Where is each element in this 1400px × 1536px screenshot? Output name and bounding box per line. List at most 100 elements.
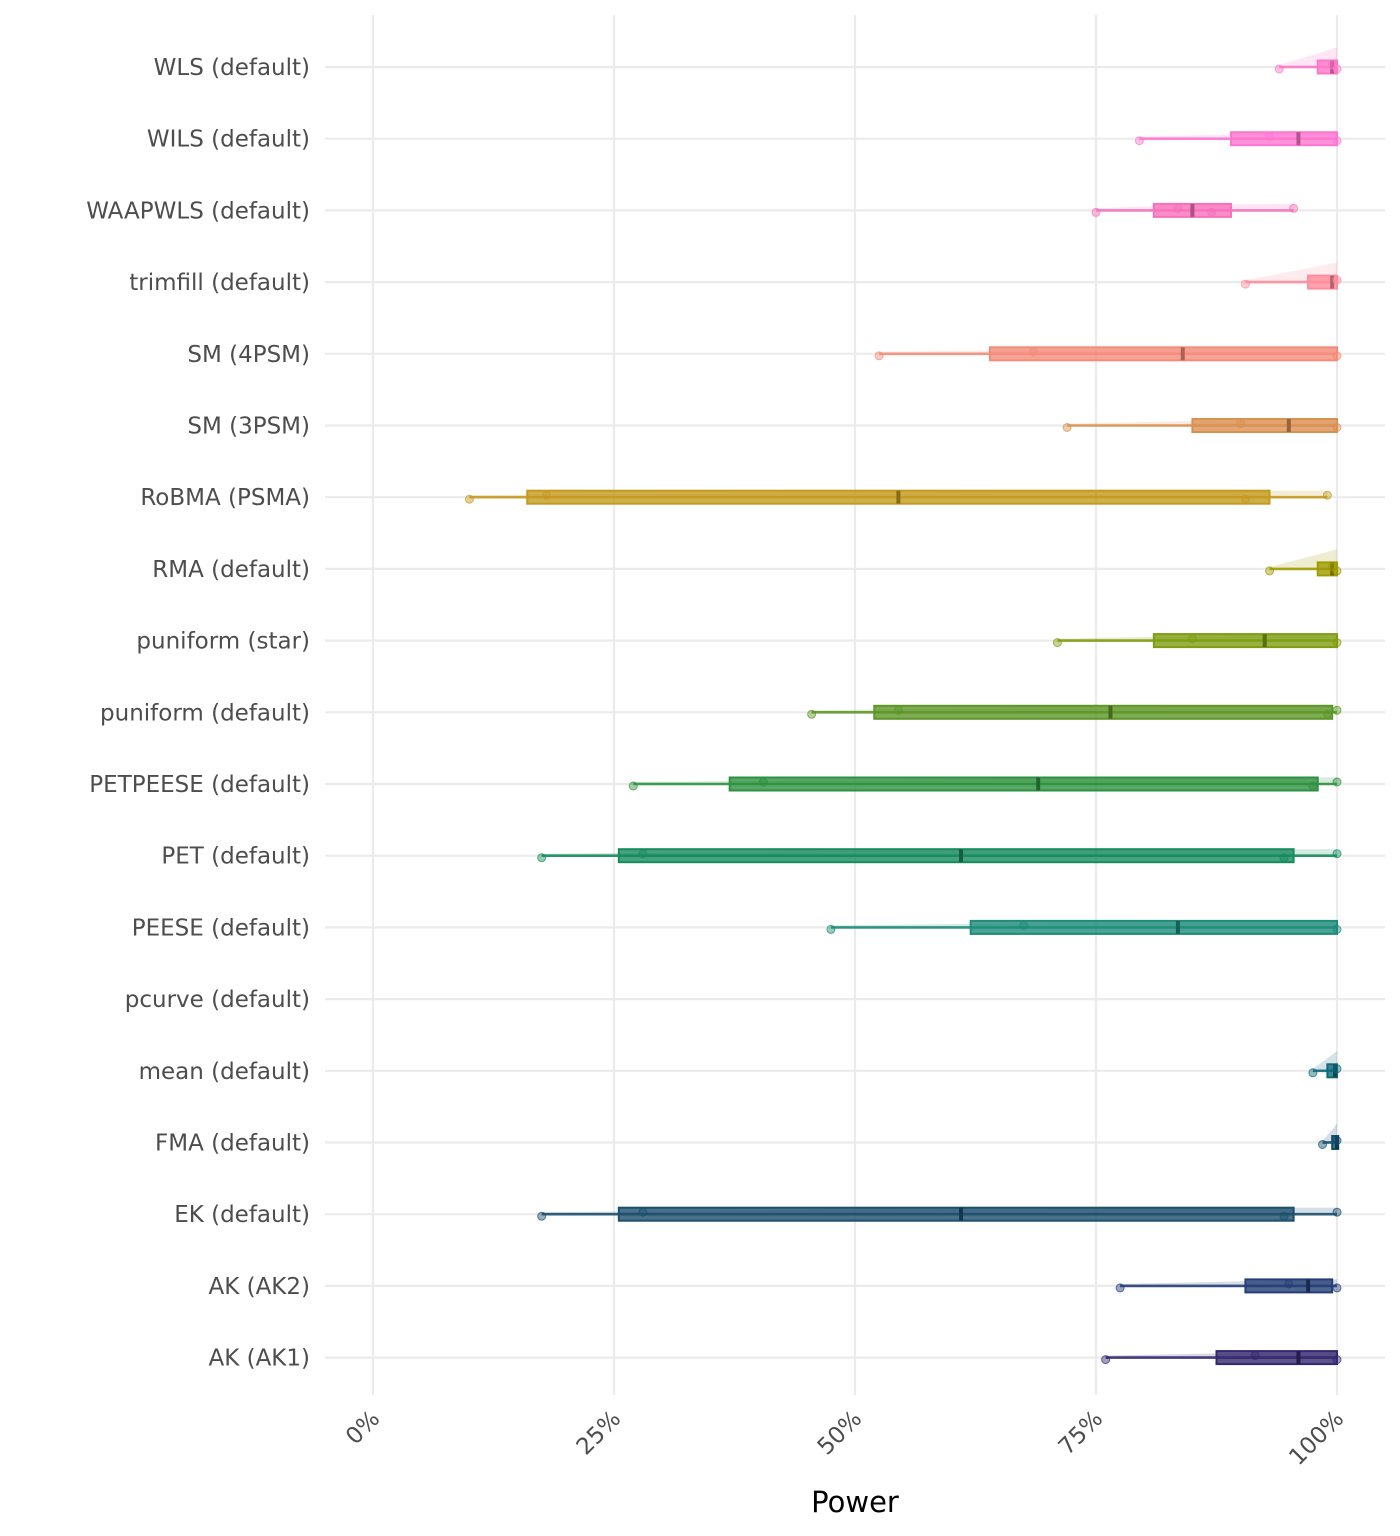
point-16-3 xyxy=(1332,1207,1342,1217)
iqr-box-16 xyxy=(617,1206,1295,1222)
category-label-18: AK (AK1) xyxy=(208,1346,310,1372)
point-2-2 xyxy=(1207,207,1217,217)
point-11-2 xyxy=(1279,853,1289,863)
category-label-7: RMA (default) xyxy=(152,557,310,583)
point-10-2 xyxy=(1308,781,1318,791)
category-label-16: EK (default) xyxy=(174,1202,310,1228)
point-2-3 xyxy=(1289,203,1299,213)
point-12-0 xyxy=(826,924,836,934)
point-16-2 xyxy=(1279,1211,1289,1221)
category-label-12: PEESE (default) xyxy=(132,915,310,941)
series-group-8 xyxy=(1052,633,1342,649)
series-group-14 xyxy=(1308,1051,1342,1079)
point-15-0 xyxy=(1318,1140,1328,1149)
point-17-0 xyxy=(1115,1283,1125,1293)
point-6-1 xyxy=(542,490,552,500)
iqr-box-5 xyxy=(1191,418,1339,433)
category-label-6: RoBMA (PSMA) xyxy=(140,485,310,511)
point-7-2 xyxy=(1332,566,1342,576)
point-6-0 xyxy=(464,494,474,504)
series-group-16 xyxy=(537,1206,1342,1222)
point-8-0 xyxy=(1052,638,1062,648)
series-group-2 xyxy=(1091,202,1299,218)
point-11-1 xyxy=(638,849,648,859)
point-6-3 xyxy=(1322,490,1332,500)
iqr-box-11 xyxy=(617,848,1295,864)
point-9-1 xyxy=(893,705,903,715)
point-4-1 xyxy=(1028,347,1038,357)
category-label-2: WAAPWLS (default) xyxy=(86,198,310,224)
series-group-4 xyxy=(874,346,1342,362)
category-label-5: SM (3PSM) xyxy=(187,414,310,440)
point-3-1 xyxy=(1332,275,1342,285)
point-2-0 xyxy=(1091,207,1101,217)
iqr-box-18 xyxy=(1215,1350,1338,1366)
series-group-5 xyxy=(1062,418,1342,433)
series-group-12 xyxy=(826,919,1342,935)
series-group-11 xyxy=(537,848,1342,864)
category-label-4: SM (4PSM) xyxy=(187,342,310,368)
x-tick-label-1: 25% xyxy=(572,1406,627,1461)
series-group-9 xyxy=(807,704,1342,720)
x-tick-label-3: 75% xyxy=(1054,1406,1109,1461)
point-15-1 xyxy=(1332,1136,1342,1145)
point-4-0 xyxy=(874,351,884,361)
point-16-1 xyxy=(638,1207,648,1217)
x-axis-title: Power xyxy=(811,1485,899,1519)
category-label-9: puniform (default) xyxy=(100,700,310,726)
point-14-1 xyxy=(1332,1064,1342,1074)
point-1-1 xyxy=(1265,132,1275,142)
iqr-box-10 xyxy=(728,776,1319,792)
iqr-box-9 xyxy=(873,704,1334,720)
category-labels: WLS (default) WILS (default) WAAPWLS (defa… xyxy=(86,55,310,1372)
point-4-2 xyxy=(1332,351,1342,361)
point-14-0 xyxy=(1308,1068,1318,1078)
point-10-0 xyxy=(628,781,638,791)
category-label-1: WILS (default) xyxy=(147,127,310,153)
point-18-0 xyxy=(1101,1355,1111,1365)
point-17-2 xyxy=(1332,1283,1342,1293)
point-5-1 xyxy=(1236,419,1246,428)
iqr-box-8 xyxy=(1152,633,1338,649)
category-label-8: puniform (star) xyxy=(136,629,310,655)
point-11-3 xyxy=(1332,849,1342,859)
iqr-box-3 xyxy=(1307,274,1338,290)
category-label-3: trimfill (default) xyxy=(129,270,310,296)
point-12-1 xyxy=(1019,920,1029,930)
chart-marks xyxy=(464,47,1342,1366)
point-18-1 xyxy=(1250,1351,1260,1361)
point-9-0 xyxy=(807,709,817,719)
series-group-7 xyxy=(1265,549,1342,577)
point-7-0 xyxy=(1265,566,1275,576)
category-label-11: PET (default) xyxy=(161,844,310,870)
point-17-1 xyxy=(1284,1279,1294,1289)
point-1-0 xyxy=(1134,136,1144,146)
iqr-box-4 xyxy=(988,346,1339,362)
point-5-2 xyxy=(1332,423,1342,432)
point-10-3 xyxy=(1332,777,1342,787)
point-8-1 xyxy=(1187,634,1197,644)
point-5-0 xyxy=(1062,423,1072,432)
category-label-0: WLS (default) xyxy=(154,55,310,81)
point-9-3 xyxy=(1332,705,1342,715)
x-tick-label-2: 50% xyxy=(813,1406,868,1461)
series-group-3 xyxy=(1240,262,1342,290)
point-3-0 xyxy=(1240,279,1250,289)
point-9-2 xyxy=(1322,709,1332,719)
category-label-10: PETPEESE (default) xyxy=(89,772,310,798)
category-label-17: AK (AK2) xyxy=(208,1274,310,1300)
series-group-6 xyxy=(464,489,1332,505)
point-0-2 xyxy=(1332,64,1342,74)
series-group-15 xyxy=(1318,1122,1342,1150)
x-tick-label-0: 0% xyxy=(341,1406,385,1450)
point-18-2 xyxy=(1332,1355,1342,1365)
point-12-2 xyxy=(1332,924,1342,934)
point-16-0 xyxy=(537,1211,547,1221)
category-label-13: pcurve (default) xyxy=(125,987,310,1013)
series-group-18 xyxy=(1101,1350,1342,1366)
point-0-0 xyxy=(1274,64,1284,74)
point-6-2 xyxy=(1240,494,1250,504)
point-11-0 xyxy=(537,853,547,863)
point-8-2 xyxy=(1332,638,1342,648)
